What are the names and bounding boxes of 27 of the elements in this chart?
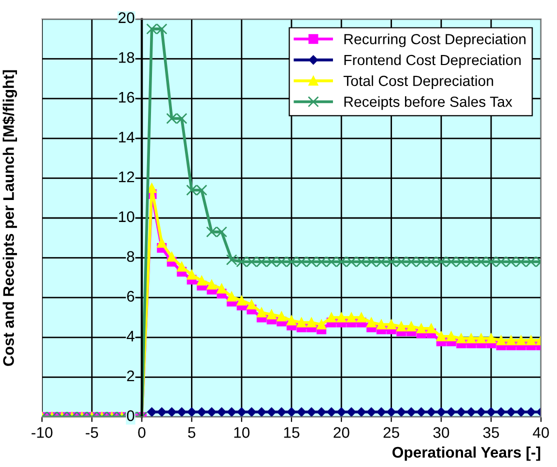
legend-label: Recurring Cost Depreciation bbox=[344, 34, 526, 48]
x-tick-label: 25 bbox=[384, 427, 400, 438]
y-tick-label: 6 bbox=[127, 290, 134, 302]
x-tick-label: 15 bbox=[284, 427, 300, 438]
legend-label: Frontend Cost Depreciation bbox=[344, 54, 521, 68]
y-tick-label: 2 bbox=[127, 370, 134, 382]
legend-label: Receipts before Sales Tax bbox=[344, 96, 512, 110]
x-tick-label: -5 bbox=[86, 427, 98, 438]
x-axis-title: Operational Years [-] bbox=[392, 446, 540, 461]
y-axis-title: Cost and Receipts per Launch [M$/flight] bbox=[2, 70, 18, 366]
x-tick-label: -10 bbox=[32, 427, 52, 438]
y-tick-label: 4 bbox=[126, 330, 134, 342]
x-tick-label: 10 bbox=[234, 427, 250, 438]
x-tick-label: 35 bbox=[483, 427, 499, 438]
x-tick-label: 0 bbox=[138, 427, 146, 438]
y-tick-label: 8 bbox=[127, 251, 134, 262]
x-tick-label: 30 bbox=[433, 427, 450, 438]
y-tick-label: 18 bbox=[119, 52, 134, 63]
x-tick-label: 20 bbox=[334, 427, 350, 438]
x-tick-label: 5 bbox=[188, 427, 196, 438]
x-tick-label: 40 bbox=[532, 427, 549, 438]
legend-label: Total Cost Depreciation bbox=[344, 75, 494, 89]
y-tick-label: 16 bbox=[119, 92, 134, 103]
y-tick-label: 20 bbox=[118, 12, 134, 24]
y-tick-label: 14 bbox=[119, 132, 134, 142]
y-tick-label: 10 bbox=[119, 211, 134, 222]
y-tick-label: 12 bbox=[119, 171, 134, 182]
